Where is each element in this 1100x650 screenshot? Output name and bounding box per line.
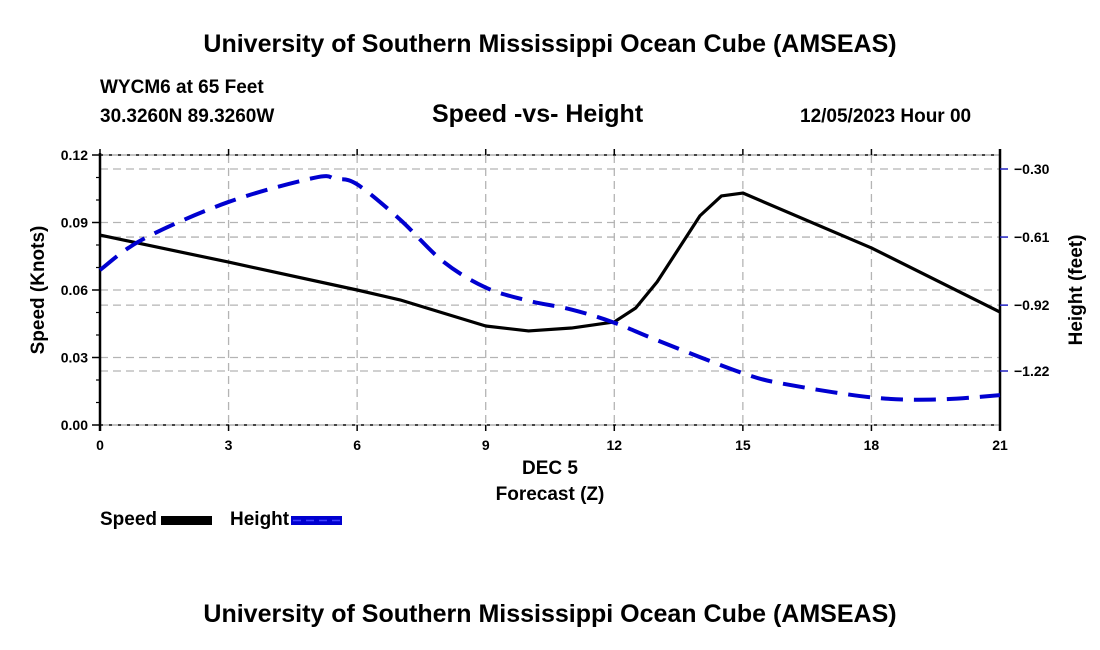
coordinates-label: 30.3260N 89.3260W — [100, 106, 275, 127]
y-tick-label: 0.06 — [61, 282, 88, 298]
x-tick-label: 3 — [225, 437, 233, 453]
station-label: WYCM6 at 65 Feet — [100, 77, 264, 98]
y-tick-label: 0.00 — [61, 417, 88, 433]
legend: Speed Height — [100, 509, 342, 530]
legend-label-speed: Speed — [100, 509, 157, 530]
y-tick-label: 0.09 — [61, 215, 88, 231]
y2-tick-label: −0.92 — [1014, 297, 1050, 313]
y-tick-label: 0.03 — [61, 350, 88, 366]
grid-lines — [100, 155, 1000, 425]
x-tick-label: 0 — [96, 437, 104, 453]
x-tick-label: 6 — [353, 437, 361, 453]
y-tick-label: 0.12 — [61, 147, 88, 163]
y2-tick-label: −0.61 — [1014, 229, 1050, 245]
tick-marks — [92, 149, 1008, 431]
chart-title: University of Southern Mississippi Ocean… — [203, 30, 897, 58]
y2-tick-label: −0.30 — [1014, 161, 1050, 177]
legend-label-height: Height — [230, 509, 290, 530]
chart-subtitle: Speed -vs- Height — [432, 100, 644, 128]
x-axis-title: Forecast (Z) — [496, 484, 605, 505]
series-lines — [98, 174, 1001, 402]
height-line — [98, 174, 1001, 402]
y2-axis-title: Height (feet) — [1066, 235, 1087, 346]
legend-swatch-speed — [161, 516, 212, 525]
x-tick-label: 21 — [992, 437, 1008, 453]
y-axis-title: Speed (Knots) — [28, 226, 49, 355]
forecast-datetime: 12/05/2023 Hour 00 — [800, 106, 972, 127]
x-tick-label: 9 — [482, 437, 490, 453]
x-tick-label: 12 — [606, 437, 622, 453]
y2-tick-label: −1.22 — [1014, 363, 1050, 379]
speed-line — [99, 191, 1001, 333]
tick-labels: 0 3 6 9 12 15 18 21 0.00 0.03 0.06 0.09 0.12 −0.30 −0.… — [61, 147, 1050, 453]
x-tick-label: 15 — [735, 437, 751, 453]
x-axis-date-label: DEC 5 — [522, 458, 578, 479]
axes — [98, 149, 1002, 431]
legend-swatch-height — [291, 516, 342, 525]
footer-title: University of Southern Mississippi Ocean… — [203, 600, 897, 628]
x-tick-label: 18 — [864, 437, 880, 453]
